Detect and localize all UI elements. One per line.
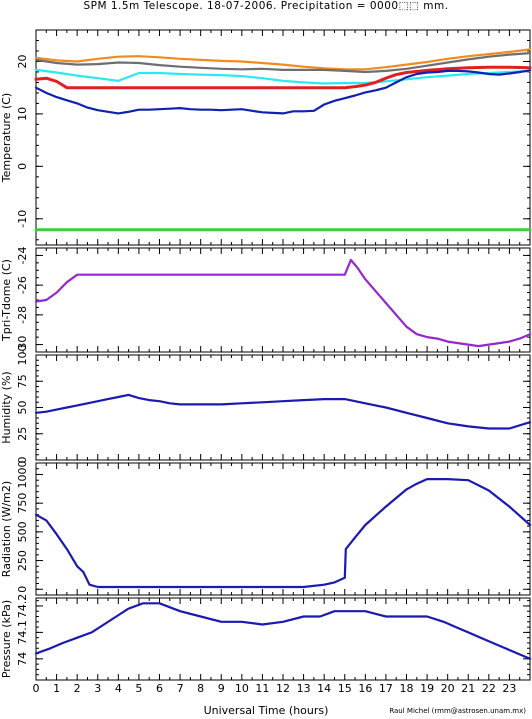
x-tick-label: 11 — [255, 682, 269, 695]
y-tick-label: 0 — [16, 457, 29, 464]
panel-frame — [35, 247, 531, 353]
figure-title: SPM 1.5m Telescope. 18-07-2006. Precipit… — [83, 0, 449, 12]
y-tick-label: 750 — [16, 493, 29, 514]
panel-frame — [35, 597, 531, 681]
x-tick-label: 19 — [420, 682, 434, 695]
y-tick-label: -30 — [16, 336, 29, 354]
x-tick-label: 13 — [297, 682, 311, 695]
x-tick-label: 7 — [177, 682, 184, 695]
y-tick-label: 74.1 — [16, 620, 29, 645]
x-tick-label: 12 — [276, 682, 290, 695]
series-line-orange — [34, 48, 532, 71]
y-axis-label: Radiation (W/m2) — [0, 481, 13, 577]
y-axis-label: Temperature (C) — [0, 93, 13, 183]
x-tick-label: 15 — [338, 682, 352, 695]
x-tick-label: 0 — [33, 682, 40, 695]
y-tick-label: 25 — [16, 427, 29, 441]
y-tick-label: 75 — [16, 374, 29, 388]
y-tick-label: 0 — [16, 586, 29, 593]
series-line-blue — [34, 393, 532, 430]
y-tick-label: -28 — [16, 306, 29, 324]
author-credit: Raul Michel (rmm@astrosen.unam.mx) — [389, 707, 526, 715]
x-tick-label: 21 — [461, 682, 475, 695]
x-tick-label: 22 — [482, 682, 496, 695]
y-tick-label: 500 — [16, 521, 29, 542]
series-line-gray — [34, 51, 532, 74]
y-tick-label: 74.2 — [16, 594, 29, 619]
x-tick-label: 23 — [502, 682, 516, 695]
x-tick-label: 16 — [358, 682, 372, 695]
series-line-blue — [34, 602, 532, 660]
y-tick-label: 100 — [16, 345, 29, 366]
x-tick-label: 6 — [156, 682, 163, 695]
x-axis-label: Universal Time (hours) — [203, 704, 329, 717]
y-tick-label: 0 — [16, 163, 29, 170]
x-tick-label: 3 — [94, 682, 101, 695]
y-tick-label: -24 — [16, 246, 29, 264]
panel-frame — [35, 462, 531, 596]
y-tick-label: 10 — [16, 107, 29, 121]
series-line-navy — [34, 69, 532, 115]
y-tick-label: 74 — [16, 652, 29, 666]
x-tick-label: 5 — [135, 682, 142, 695]
x-tick-label: 1 — [53, 682, 60, 695]
x-tick-label: 20 — [441, 682, 455, 695]
y-axis-label: Tpri-Tdome (C) — [0, 259, 13, 342]
x-tick-label: 18 — [400, 682, 414, 695]
series-line-red — [34, 65, 532, 90]
y-tick-label: -10 — [16, 210, 29, 228]
y-axis-label: Humidity (%) — [0, 371, 13, 443]
series-line-blue — [34, 478, 532, 589]
x-tick-label: 10 — [235, 682, 249, 695]
y-tick-label: -26 — [16, 276, 29, 294]
series-line-cyan — [34, 68, 532, 85]
y-tick-label: 20 — [16, 54, 29, 68]
x-tick-label: 8 — [197, 682, 204, 695]
x-tick-label: 4 — [115, 682, 122, 695]
x-tick-label: 9 — [218, 682, 225, 695]
x-tick-label: 17 — [379, 682, 393, 695]
series-line-purple — [34, 258, 532, 348]
y-tick-label: 1000 — [16, 460, 29, 488]
y-tick-label: 250 — [16, 550, 29, 571]
y-axis-label: Pressure (kPa) — [0, 600, 13, 678]
x-tick-label: 14 — [317, 682, 331, 695]
x-tick-label: 2 — [74, 682, 81, 695]
y-tick-label: 50 — [16, 401, 29, 415]
panel-frame — [35, 354, 531, 461]
